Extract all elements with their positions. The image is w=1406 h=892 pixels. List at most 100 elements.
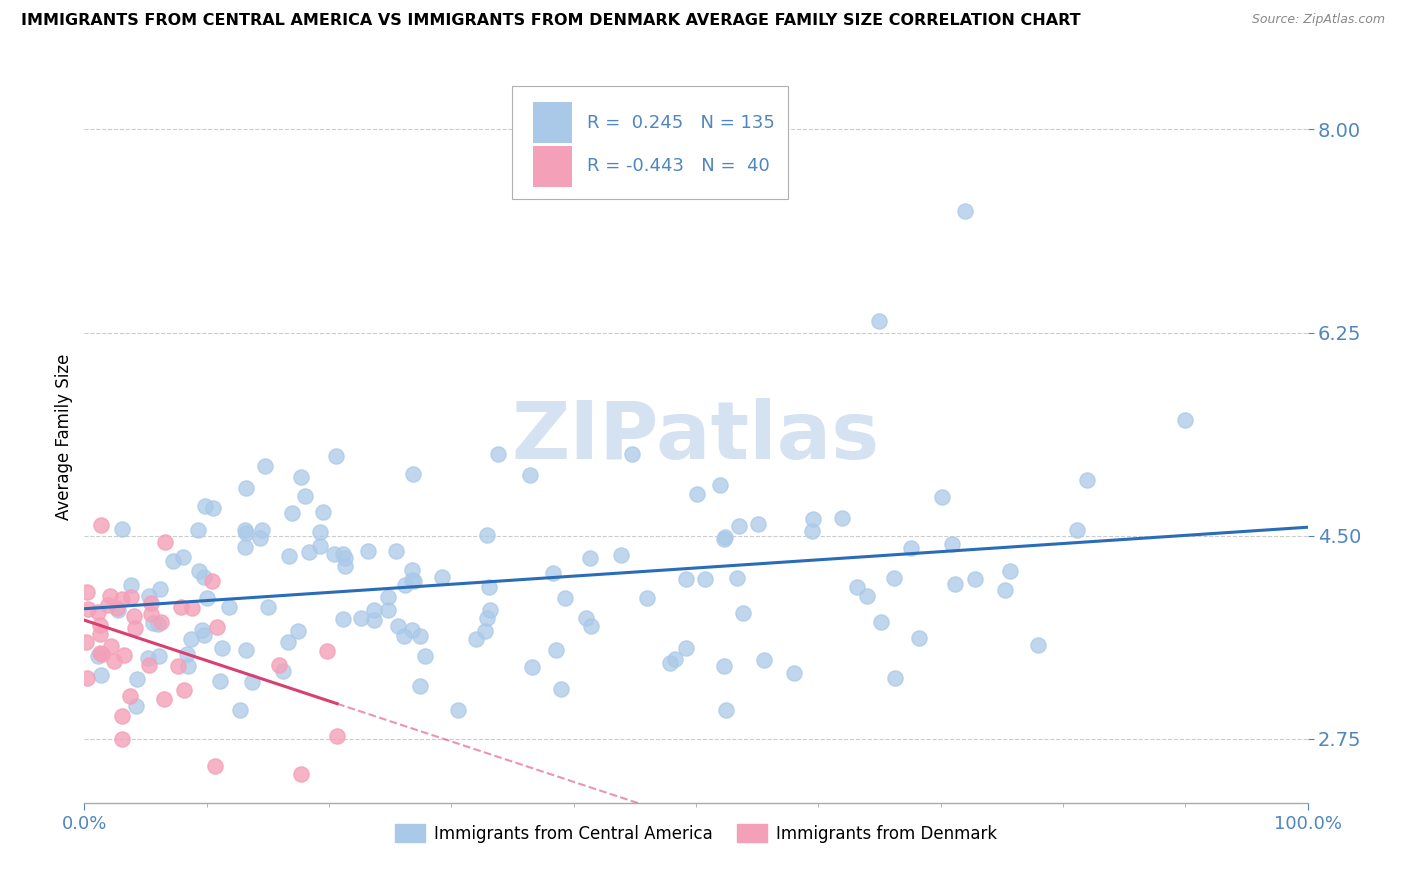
Point xyxy=(943,577,966,591)
Point xyxy=(1026,638,1049,652)
Point xyxy=(193,627,215,641)
Point xyxy=(733,606,755,620)
Point xyxy=(122,609,145,624)
Point xyxy=(125,672,148,686)
Point xyxy=(153,534,176,549)
Point xyxy=(149,615,172,629)
Text: IMMIGRANTS FROM CENTRAL AMERICA VS IMMIGRANTS FROM DENMARK AVERAGE FAMILY SIZE C: IMMIGRANTS FROM CENTRAL AMERICA VS IMMIG… xyxy=(21,13,1081,29)
Point xyxy=(177,658,200,673)
Point xyxy=(107,602,129,616)
Point xyxy=(554,591,576,605)
Point xyxy=(294,489,316,503)
Point xyxy=(96,598,118,612)
Point xyxy=(267,658,290,673)
Point xyxy=(271,665,294,679)
Point xyxy=(621,448,644,462)
Point xyxy=(194,499,217,513)
Point xyxy=(187,564,209,578)
Point xyxy=(900,541,922,555)
Point xyxy=(89,646,111,660)
Point xyxy=(931,490,953,504)
Point xyxy=(401,573,423,587)
Point xyxy=(728,518,751,533)
Point xyxy=(170,600,193,615)
Point xyxy=(870,615,893,630)
FancyBboxPatch shape xyxy=(533,103,572,143)
Point xyxy=(363,602,385,616)
Point xyxy=(675,572,697,586)
Point xyxy=(125,698,148,713)
Point xyxy=(208,673,231,688)
Point xyxy=(141,607,163,622)
Point xyxy=(994,583,1017,598)
Point xyxy=(357,543,380,558)
Point xyxy=(413,648,436,663)
Text: ZIPatlas: ZIPatlas xyxy=(512,398,880,476)
Point xyxy=(686,487,709,501)
Y-axis label: Average Family Size: Average Family Size xyxy=(55,354,73,520)
Point xyxy=(409,679,432,693)
Point xyxy=(908,631,931,645)
Point xyxy=(309,539,332,553)
Point xyxy=(544,642,567,657)
Point xyxy=(75,635,97,649)
Point xyxy=(112,648,135,662)
Point xyxy=(475,528,498,542)
Point xyxy=(659,656,682,670)
Point xyxy=(323,548,346,562)
Point xyxy=(998,564,1021,578)
Point xyxy=(846,581,869,595)
Point xyxy=(1066,523,1088,537)
Point xyxy=(1076,474,1098,488)
Point xyxy=(384,543,406,558)
Point xyxy=(610,549,633,563)
Point xyxy=(714,530,737,544)
Point xyxy=(312,505,335,519)
Point xyxy=(87,605,110,619)
Point xyxy=(90,668,112,682)
Point xyxy=(401,563,423,577)
Point xyxy=(195,591,218,606)
Point xyxy=(89,627,111,641)
Point xyxy=(713,658,735,673)
Point xyxy=(387,618,409,632)
Point xyxy=(636,591,658,606)
Point xyxy=(883,571,905,585)
Point xyxy=(211,641,233,656)
Point xyxy=(149,582,172,596)
Point xyxy=(193,570,215,584)
Point xyxy=(575,611,598,625)
Point xyxy=(725,571,748,585)
Point xyxy=(478,580,501,594)
Point xyxy=(363,613,385,627)
Point xyxy=(235,481,257,495)
Point xyxy=(201,574,224,588)
Point xyxy=(695,572,717,586)
Point xyxy=(172,549,194,564)
Point xyxy=(475,611,498,625)
Point xyxy=(100,589,122,603)
Point xyxy=(87,648,110,663)
Point xyxy=(333,559,356,574)
Point xyxy=(287,624,309,639)
Point xyxy=(394,578,416,592)
Point xyxy=(148,649,170,664)
Point xyxy=(235,643,257,657)
Point xyxy=(377,590,399,604)
Point xyxy=(249,531,271,545)
Point xyxy=(162,554,184,568)
Legend: Immigrants from Central America, Immigrants from Denmark: Immigrants from Central America, Immigra… xyxy=(388,818,1004,849)
Point xyxy=(308,524,330,539)
Point xyxy=(138,589,160,603)
FancyBboxPatch shape xyxy=(533,146,572,186)
Point xyxy=(831,511,853,525)
Point xyxy=(884,671,907,685)
Point xyxy=(138,657,160,672)
Point xyxy=(103,654,125,668)
Point xyxy=(124,621,146,635)
Point xyxy=(801,524,824,539)
Point xyxy=(298,545,321,559)
Point xyxy=(111,592,134,607)
Point xyxy=(432,570,454,584)
Point xyxy=(257,600,280,615)
